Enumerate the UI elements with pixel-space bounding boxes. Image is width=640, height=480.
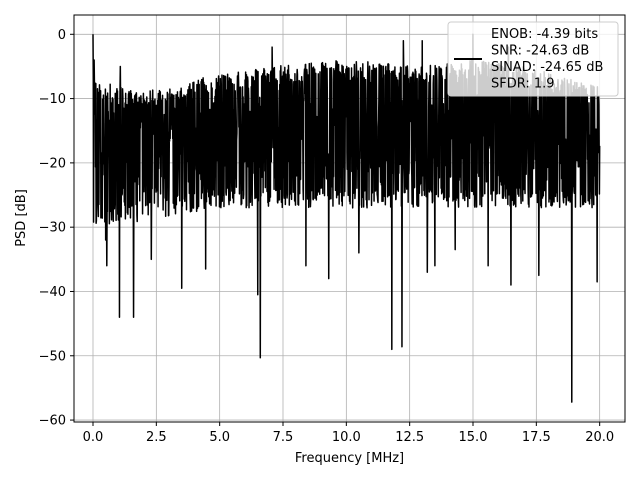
y-tick-label-1: −10 (39, 92, 66, 107)
legend-entry-line-1: SNR: -24.63 dB (491, 44, 589, 59)
y-axis-label: PSD [dB] (14, 189, 29, 247)
x-axis-label: Frequency [MHz] (295, 451, 404, 466)
x-tick-label-6: 15.0 (459, 430, 488, 445)
y-tick-label-4: −40 (39, 285, 66, 300)
y-tick-label-3: −30 (39, 221, 66, 236)
x-tick-label-5: 12.5 (395, 430, 424, 445)
x-tick-label-2: 5.0 (209, 430, 230, 445)
plot-frame (73, 14, 626, 423)
x-tick-label-0: 0.0 (83, 430, 104, 445)
y-tick-label-2: −20 (39, 156, 66, 171)
y-tick-label-5: −50 (39, 349, 66, 364)
x-axis-ticks: 0.0 2.5 5.0 7.5 10.0 12.5 15.0 17.5 20.0 (83, 422, 614, 445)
legend-entry-line-3: SFDR: 1.9 (491, 77, 555, 92)
x-tick-label-1: 2.5 (146, 430, 167, 445)
legend-entry-line-0: ENOB: -4.39 bits (491, 27, 598, 42)
psd-series-line (92, 33, 601, 403)
y-tick-label-0: 0 (58, 28, 66, 43)
legend-entry-line-2: SINAD: -24.65 dB (491, 60, 603, 75)
x-tick-label-3: 7.5 (273, 430, 294, 445)
y-axis-ticks: 0 −10 −20 −30 −40 −50 −60 (39, 28, 74, 429)
data-layer (92, 33, 601, 403)
legend-box (447, 21, 619, 97)
x-tick-label-7: 17.5 (522, 430, 551, 445)
y-tick-label-6: −60 (39, 414, 66, 429)
x-tick-label-4: 10.0 (332, 430, 361, 445)
x-tick-label-8: 20.0 (585, 430, 614, 445)
